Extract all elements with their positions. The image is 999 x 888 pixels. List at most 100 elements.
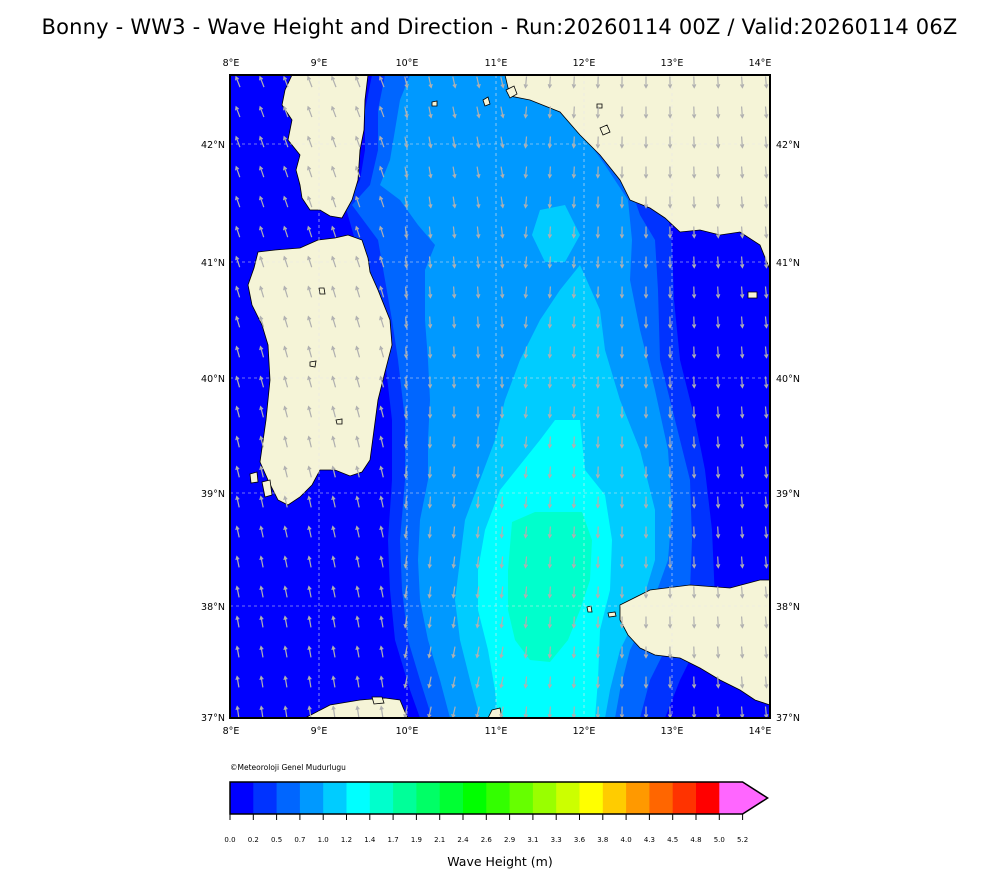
wave-arrow	[404, 646, 408, 658]
wave-arrow-head	[500, 173, 505, 179]
wave-arrow-head	[379, 465, 384, 471]
wave-arrow-head	[235, 165, 240, 171]
wave-arrow	[524, 76, 528, 88]
wave-arrow	[284, 406, 288, 418]
wave-arrow	[260, 406, 264, 418]
wave-arrow	[453, 316, 455, 328]
lon-label: 13°E	[661, 726, 684, 737]
wave-arrow	[355, 256, 361, 268]
wave-arrow-head	[476, 143, 481, 149]
wave-arrow-head	[428, 143, 433, 149]
wave-arrow	[379, 226, 385, 238]
wave-arrow-head	[283, 405, 288, 411]
wave-arrow-head	[523, 264, 528, 269]
wave-arrow	[717, 496, 719, 508]
wave-arrow-head	[307, 675, 312, 681]
wave-arrow-head	[427, 384, 433, 389]
wave-arrow-head	[595, 534, 601, 539]
wave-arrow-head	[667, 144, 673, 149]
wave-arrow-head	[379, 105, 384, 111]
wave-arrow-head	[475, 653, 480, 659]
wave-arrow-head	[235, 195, 240, 201]
wave-arrow-head	[523, 384, 528, 389]
wave-arrow	[764, 646, 768, 658]
wave-arrow-head	[764, 324, 769, 329]
wave-arrow-head	[739, 174, 745, 179]
wave-arrow	[741, 586, 743, 598]
wave-arrow-head	[283, 645, 288, 651]
wave-arrow	[355, 286, 361, 298]
wave-arrow	[284, 616, 288, 628]
wave-arrow	[573, 256, 575, 268]
wave-arrow	[331, 256, 337, 268]
lon-label: 10°E	[396, 58, 419, 69]
wave-arrow-head	[691, 684, 697, 689]
wave-arrow-head	[355, 105, 360, 111]
wave-arrow	[452, 676, 456, 688]
islet-sardinia-east	[335, 418, 343, 425]
lat-label: 37°N	[201, 713, 225, 724]
wave-arrow	[452, 256, 456, 268]
wave-arrow-head	[259, 675, 264, 681]
wave-arrow	[741, 196, 743, 208]
wave-arrow-head	[379, 195, 384, 201]
wave-arrow	[404, 556, 408, 568]
wave-arrow	[283, 226, 289, 238]
wave-arrow	[764, 616, 768, 628]
wave-arrow-head	[379, 585, 384, 591]
wave-arrow	[332, 616, 336, 628]
wave-arrow	[500, 646, 504, 658]
wave-arrow-head	[667, 234, 673, 239]
wave-arrow	[379, 76, 385, 88]
wave-arrow	[549, 616, 551, 628]
wave-arrow-head	[427, 504, 433, 509]
lon-label: 9°E	[311, 58, 328, 69]
wave-arrow-head	[259, 165, 264, 171]
wave-arrow-head	[595, 234, 601, 239]
wave-arrow-head	[739, 234, 745, 239]
lat-label: 40°N	[201, 374, 225, 385]
wave-arrow	[741, 346, 743, 358]
wave-arrow	[259, 316, 265, 328]
wave-arrow	[501, 496, 503, 508]
wave-arrow	[236, 526, 240, 538]
wave-arrow	[332, 436, 336, 448]
wave-arrow	[355, 226, 361, 238]
wave-arrow-head	[715, 324, 721, 329]
wave-arrow	[524, 376, 528, 388]
wave-arrow-head	[355, 255, 360, 261]
wave-arrow	[405, 286, 407, 298]
wave-arrow-head	[547, 264, 553, 269]
wave-arrow	[380, 556, 384, 568]
wave-arrow-head	[259, 555, 264, 561]
wave-arrow	[524, 466, 528, 478]
wave-arrow-head	[547, 84, 553, 89]
wave-arrow-head	[715, 444, 721, 449]
wave-arrow-head	[667, 264, 673, 269]
wave-arrow	[717, 346, 719, 358]
wave-arrow-head	[764, 414, 769, 419]
wave-arrow-head	[235, 285, 240, 291]
wave-arrow	[356, 646, 360, 658]
wave-arrow	[476, 136, 480, 148]
lat-label: 38°N	[201, 602, 225, 613]
wave-arrow	[379, 196, 385, 208]
wave-arrow	[764, 466, 768, 478]
wave-arrow	[260, 646, 264, 658]
wave-arrow	[524, 616, 528, 628]
wave-arrow	[259, 226, 265, 238]
wave-arrow	[379, 376, 385, 388]
wave-arrow-head	[283, 195, 288, 201]
wave-arrow	[741, 136, 743, 148]
wave-arrow	[476, 226, 480, 238]
wave-arrow-head	[307, 165, 312, 171]
wave-arrow-head	[619, 354, 625, 359]
wave-arrow-head	[404, 173, 409, 179]
wave-arrow-head	[691, 564, 697, 569]
wave-arrow-head	[499, 653, 504, 659]
wave-arrow-head	[619, 264, 625, 269]
wave-arrow-head	[619, 684, 625, 689]
wave-arrow-head	[739, 354, 745, 359]
wave-arrow-head	[571, 144, 577, 149]
wave-arrow-head	[331, 555, 336, 561]
